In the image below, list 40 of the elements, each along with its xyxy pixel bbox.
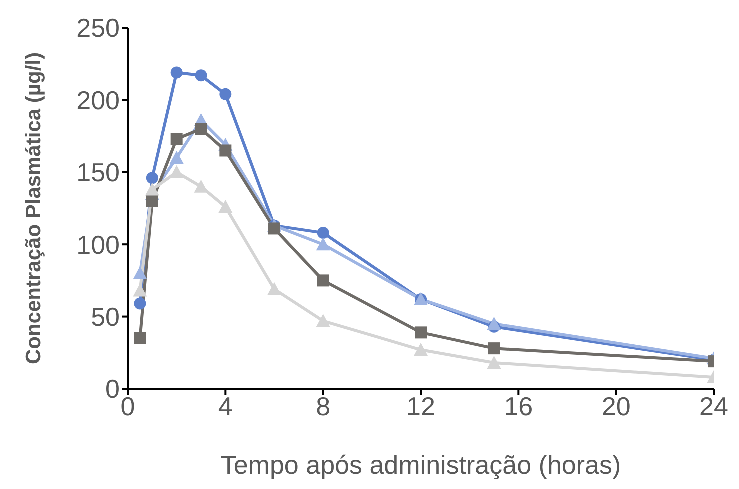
point [134, 332, 146, 344]
point [133, 284, 148, 297]
x-axis-title: Tempo após administração (horas) [220, 450, 622, 480]
y-tick-label: 150 [76, 158, 120, 188]
point [268, 222, 280, 235]
point [170, 133, 183, 146]
point [195, 70, 208, 82]
point [317, 274, 330, 287]
point [220, 144, 232, 157]
y-tick-label: 200 [76, 85, 120, 116]
point [487, 317, 502, 330]
point [170, 66, 183, 79]
point [488, 342, 500, 355]
point [415, 326, 427, 339]
y-axis-title: Concentração Plasmática (µg/l) [22, 52, 46, 365]
point [487, 356, 502, 370]
point [195, 123, 208, 136]
x-tick-label: 16 [504, 391, 534, 422]
y-tick-label: 100 [76, 230, 120, 260]
point [146, 172, 158, 184]
point [133, 266, 148, 280]
y-tick-label: 50 [91, 302, 120, 332]
point [170, 150, 184, 164]
x-tick-label: 4 [218, 391, 233, 422]
point [414, 343, 428, 356]
x-tick-label: 8 [316, 391, 331, 422]
point [134, 298, 146, 310]
x-tick-label: 20 [602, 391, 631, 422]
point [220, 88, 232, 100]
point [316, 314, 330, 328]
point [145, 182, 160, 196]
point [268, 282, 282, 296]
x-tick-label: 12 [406, 391, 436, 422]
point [218, 200, 233, 214]
x-tick-label: 24 [700, 391, 728, 422]
point [170, 165, 184, 178]
point [316, 238, 330, 251]
point [317, 227, 330, 240]
y-tick-label: 250 [76, 13, 120, 44]
point [146, 195, 158, 208]
